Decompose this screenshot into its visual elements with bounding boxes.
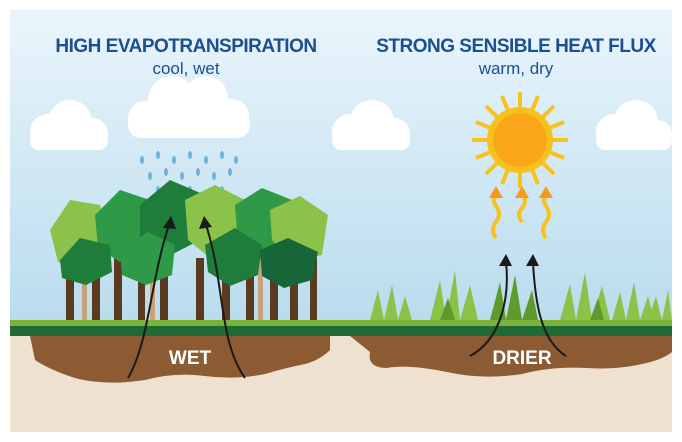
- left-title: HIGH EVAPOTRANSPIRATION: [55, 36, 316, 57]
- sun: [472, 92, 568, 188]
- left-soil-label: WET: [169, 348, 212, 369]
- right-subtitle: warm, dry: [478, 59, 554, 78]
- grass-strip: [10, 320, 672, 326]
- illustration: HIGH EVAPOTRANSPIRATION cool, wet STRONG…: [0, 0, 682, 442]
- right-title: STRONG SENSIBLE HEAT FLUX: [376, 36, 656, 57]
- right-soil-label: DRIER: [492, 348, 551, 369]
- ground-strip: [10, 326, 672, 336]
- left-subtitle: cool, wet: [152, 59, 219, 78]
